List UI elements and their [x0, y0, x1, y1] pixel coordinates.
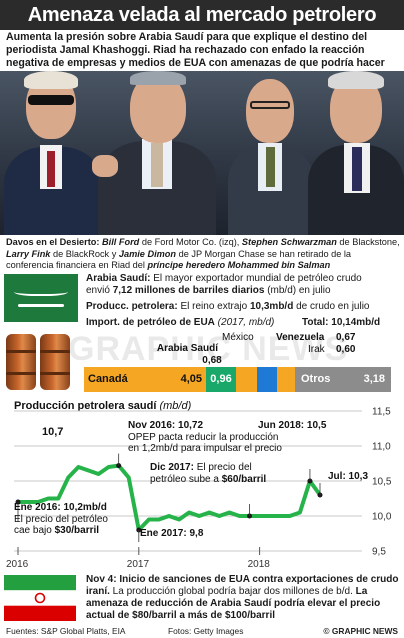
caption-lead: Davos en el Desierto:: [6, 237, 100, 247]
saudi-label: Arabia Saudí:: [86, 273, 151, 284]
production-line-chart: 11,5 11,0 10,5 10,0 9,5 2016 2017 2018: [6, 407, 392, 571]
x-tick-label: 2017: [127, 559, 150, 570]
photo-caption: Davos en el Desierto: Bill Ford de Ford …: [6, 237, 400, 272]
bar-otros-name: Otros: [301, 373, 331, 385]
y-tick-label: 9,5: [372, 547, 386, 558]
bar-canada-name: Canadá: [88, 373, 128, 385]
iran-text-1: La producción global podría bajar dos mi…: [109, 586, 353, 597]
imports-label: Import. de petróleo de EUA: [86, 317, 215, 328]
bar-arabia-saudi: 0,96: [206, 367, 236, 392]
iran-bold-2: La amenaza de reducción de Arabia Saudí …: [86, 586, 381, 621]
y-tick-label: 10,5: [372, 477, 392, 488]
annotation-dec-2017: Dic 2017: El precio del petróleo sube a …: [150, 462, 267, 485]
value-arabia-saudi: 0,68: [202, 355, 222, 366]
footer-sources: Fuentes: S&P Global Platts, EIA: [6, 626, 126, 636]
iran-flag-icon: [4, 575, 76, 621]
annotation-jun-2018: Jun 2018: 10,5: [258, 420, 327, 431]
footer-photos: Fotos: Getty Images: [168, 626, 244, 636]
label-arabia-saudi: Arabia Saudí: [156, 343, 218, 354]
annotation-jul-2018: Jul: 10,3: [328, 471, 369, 482]
iran-lead: Nov 4: Inicio de sanciones de EUA contra…: [86, 574, 399, 597]
production-text-2: de crudo en julio: [293, 301, 370, 312]
saudi-flag-icon: [4, 274, 78, 322]
us-imports-heading: Import. de petróleo de EUA (2017, mb/d): [86, 317, 306, 329]
label-venezuela: Venezuela: [276, 332, 325, 343]
caption-name-1: Bill Ford: [102, 237, 140, 247]
label-mexico: México: [222, 332, 254, 343]
saudi-line-1: El mayor exportador mundial de petróleo …: [150, 273, 362, 284]
person-bill-ford: [0, 71, 104, 235]
value-venezuela: 0,67: [336, 332, 356, 343]
y-tick-label: 11,5: [372, 407, 391, 418]
caption-name-3: Larry Fink: [6, 248, 51, 259]
label-irak: Irak: [308, 344, 325, 355]
caption-text-1: de Ford Motor Co. (izq),: [139, 237, 242, 247]
caption-text-2: de Blackstone,: [336, 237, 400, 247]
value-irak: 0,60: [336, 344, 356, 355]
caption-text-3: de BlackRock y: [50, 248, 119, 259]
imports-total: Total: 10,14mb/d: [302, 317, 381, 328]
footer-credit: © GRAPHIC NEWS: [323, 626, 398, 636]
caption-name-5: príncipe heredero Mohammed bin Salman: [147, 260, 331, 270]
x-tick-label: 2018: [248, 559, 271, 570]
caption-text-4: de JP Morgan Chase se han retirado de la…: [6, 248, 352, 271]
imports-period: (2017, mb/d): [214, 317, 275, 328]
person-stephen-schwarzman: [92, 71, 220, 235]
saudi-line-2b: 7,12 millones de barriles diarios: [112, 285, 265, 296]
bar-canada: Canadá 4,05: [84, 367, 206, 392]
person-larry-fink: [224, 71, 316, 235]
bar-mexico: [236, 367, 257, 392]
y-tick-label: 10,0: [372, 512, 392, 523]
production-label: Producc. petrolera:: [86, 301, 178, 312]
bar-venezuela: [257, 367, 277, 392]
saudi-line-2c: (mb/d) en julio: [264, 285, 331, 296]
bar-otros-value: 3,18: [363, 373, 385, 385]
footer: Fuentes: S&P Global Platts, EIA Fotos: G…: [0, 624, 404, 638]
caption-name-2: Stephen Schwarzman: [241, 237, 337, 247]
data-point-2016-11: [116, 463, 122, 469]
oil-barrels-icon: [2, 330, 82, 398]
iran-sanctions-text: Nov 4: Inicio de sanciones de EUA contra…: [86, 574, 402, 622]
production-value: 10,3mb/d: [249, 301, 294, 312]
bar-otros: Otros 3,18: [295, 367, 391, 392]
saudi-exports-text: Arabia Saudí: El mayor exportador mundia…: [86, 273, 400, 297]
annotation-peak-2016: 10,7: [42, 426, 64, 438]
page-title: Amenaza velada al mercado petrolero glob…: [0, 0, 404, 56]
bar-irak: [277, 367, 295, 392]
annotation-jan-2017: Ene 2017: 9,8: [140, 528, 204, 539]
bar-canada-value: 4,05: [180, 373, 202, 385]
x-tick-label: 2016: [6, 559, 29, 570]
annotation-jan-2016: Ene 2016: 10,2mb/d El precio del petróle…: [14, 502, 108, 536]
production-text-1: El reino extrajo: [177, 301, 250, 312]
saudi-line-2a: envió: [86, 285, 113, 296]
saudi-production-text: Producc. petrolera: El reino extrajo 10,…: [86, 301, 400, 313]
person-jamie-dimon: [306, 71, 404, 235]
annotation-nov-2016: Nov 2016: 10,72 OPEP pacta reducir la pr…: [128, 420, 282, 454]
production-series-line: [18, 463, 322, 532]
y-tick-label: 11,0: [372, 442, 391, 453]
watermark: GRAPHIC NEWS: [68, 330, 349, 368]
chart-title: Producción petrolera saudí (mb/d): [14, 400, 192, 412]
caption-name-4: Jamie Dimon: [118, 248, 177, 259]
photo-executives: [0, 71, 404, 235]
